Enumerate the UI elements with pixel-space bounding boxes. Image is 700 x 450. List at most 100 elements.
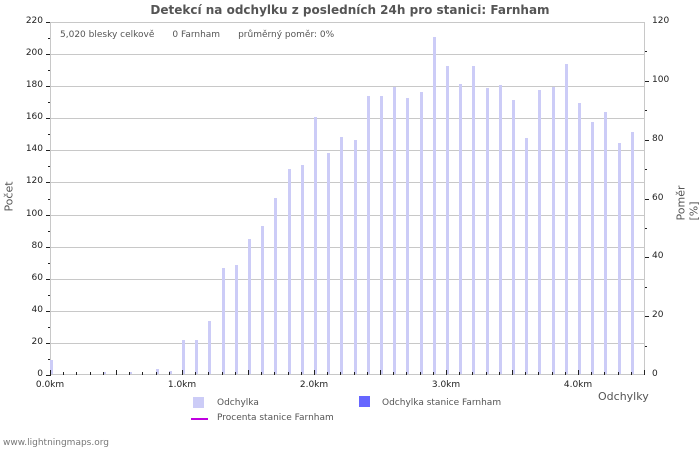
x-tick-mark xyxy=(498,372,500,375)
gridline xyxy=(51,86,644,88)
bar-odchylka xyxy=(472,65,476,374)
bar-odchylka xyxy=(617,142,621,374)
y2-minor-tick xyxy=(644,169,647,171)
y2-tick-mark xyxy=(644,257,649,259)
bar-odchylka xyxy=(300,165,304,374)
bar-odchylka xyxy=(591,122,595,374)
x-tick-mark xyxy=(287,372,289,375)
bar-odchylka xyxy=(498,85,502,374)
bar-odchylka xyxy=(604,112,608,374)
gridline xyxy=(51,22,644,23)
x-tick-mark xyxy=(380,370,381,375)
x-axis-label: Odchylky xyxy=(598,390,649,403)
bar-odchylka xyxy=(102,372,106,374)
x-tick-mark xyxy=(366,372,368,375)
bar-odchylka xyxy=(446,65,449,374)
y-tick-label: 20 xyxy=(31,336,43,347)
x-tick-mark xyxy=(129,372,131,375)
x-tick-mark xyxy=(248,370,249,375)
gridline xyxy=(51,278,644,280)
legend-label-percent: Procenta stanice Farnham xyxy=(217,413,334,423)
bar-odchylka xyxy=(195,340,199,374)
y-minor-tick xyxy=(48,198,51,200)
bar-odchylka xyxy=(564,64,568,374)
bar-odchylka xyxy=(406,98,410,374)
y-tick-mark xyxy=(46,246,51,248)
x-tick-mark xyxy=(525,372,527,375)
y2-tick-mark xyxy=(644,198,649,200)
bar-odchylka xyxy=(50,359,53,374)
bar-odchylka xyxy=(340,136,344,374)
y2-minor-tick xyxy=(644,51,647,53)
bar-odchylka xyxy=(129,372,133,374)
x-tick-mark xyxy=(591,372,593,375)
x-tick-mark xyxy=(50,370,51,375)
stats-ratio: průměrný poměr: 0% xyxy=(238,30,335,40)
x-tick-label: 0.0km xyxy=(35,380,65,390)
bar-odchylka xyxy=(630,131,634,374)
gridline xyxy=(51,342,644,344)
bar-odchylka xyxy=(366,96,370,374)
x-tick-mark xyxy=(459,372,461,375)
x-tick-mark xyxy=(76,372,78,375)
x-tick-mark xyxy=(353,372,355,375)
y2-tick-label: 80 xyxy=(652,133,664,144)
y2-minor-tick xyxy=(644,227,647,229)
x-tick-mark xyxy=(195,372,197,375)
x-tick-mark xyxy=(644,370,645,375)
y-tick-mark xyxy=(46,214,51,216)
y-tick-mark xyxy=(46,182,51,184)
y-tick-label: 200 xyxy=(25,48,43,59)
y-minor-tick xyxy=(48,166,51,168)
y-minor-tick xyxy=(48,262,51,264)
bar-odchylka xyxy=(485,88,489,374)
x-tick-label: 3.0km xyxy=(431,380,461,390)
y-tick-label: 160 xyxy=(25,112,43,123)
bar-odchylka xyxy=(261,226,265,374)
bar-odchylka xyxy=(525,138,529,374)
y2-tick-mark xyxy=(644,139,649,141)
stats-annotation: 5,020 blesky celkově 0 Farnham průměrný po… xyxy=(60,30,352,40)
y2-minor-tick xyxy=(644,110,647,112)
legend-swatch-station xyxy=(359,396,370,407)
x-tick-mark xyxy=(564,372,566,375)
y-minor-tick xyxy=(48,294,51,296)
stats-station: 0 Farnham xyxy=(172,30,221,40)
y2-minor-tick xyxy=(644,286,647,288)
y-tick-label: 80 xyxy=(31,240,43,251)
x-tick-mark xyxy=(182,370,183,375)
y2-tick-label: 60 xyxy=(652,192,664,203)
bar-odchylka xyxy=(221,268,225,374)
bar-odchylka xyxy=(208,321,212,374)
bar-odchylka xyxy=(327,152,331,374)
legend-label-station: Odchylka stanice Farnham xyxy=(382,398,502,408)
gridline xyxy=(51,182,644,184)
x-tick-mark xyxy=(116,370,117,375)
y-minor-tick xyxy=(48,358,51,360)
y-tick-label: 220 xyxy=(25,16,43,26)
x-tick-mark xyxy=(63,372,65,375)
y-minor-tick xyxy=(48,38,51,40)
bar-odchylka xyxy=(314,117,317,374)
stats-total: 5,020 blesky celkově xyxy=(60,30,155,40)
x-tick-mark xyxy=(446,370,447,375)
y-tick-label: 40 xyxy=(31,304,43,315)
bar-odchylka xyxy=(353,139,357,374)
x-tick-mark xyxy=(234,372,236,375)
y-tick-label: 100 xyxy=(25,208,43,219)
y-minor-tick xyxy=(48,102,51,104)
bar-odchylka xyxy=(393,86,397,374)
y2-tick-mark xyxy=(644,80,649,82)
bar-odchylka xyxy=(274,197,278,374)
y-tick-label: 140 xyxy=(25,144,43,155)
footer-credit: www.lightningmaps.org xyxy=(3,438,109,448)
x-tick-mark xyxy=(432,372,434,375)
y2-tick-label: 120 xyxy=(652,16,670,26)
x-tick-mark xyxy=(406,372,408,375)
y-tick-mark xyxy=(46,342,51,344)
gridline xyxy=(51,310,644,312)
bar-odchylka xyxy=(578,102,581,374)
y-tick-label: 60 xyxy=(31,272,43,283)
x-tick-mark xyxy=(314,370,315,375)
y-tick-mark xyxy=(46,310,51,312)
